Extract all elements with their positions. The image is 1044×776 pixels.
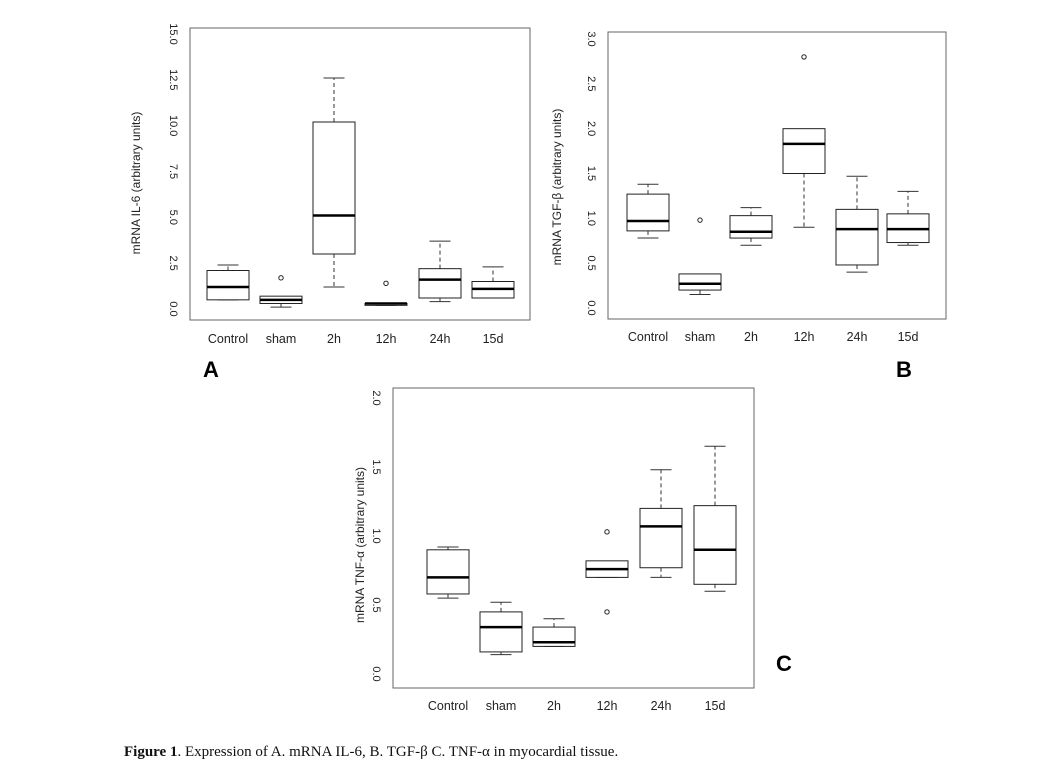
y-tick-label: 2.0 xyxy=(370,390,382,405)
x-tick-label-2h: 2h xyxy=(744,330,758,344)
plot-frame xyxy=(189,27,531,321)
figure-caption: Figure 1. Expression of A. mRNA IL-6, B.… xyxy=(124,744,618,761)
box-sham xyxy=(678,217,722,296)
box-control xyxy=(426,546,470,599)
box-iqr xyxy=(626,193,670,232)
y-tick-label: 2.0 xyxy=(585,121,597,136)
box-control xyxy=(206,264,250,301)
y-tick-label: 0.0 xyxy=(167,301,179,316)
y-axis-label: mRNA TGF-β (arbitrary units) xyxy=(550,109,564,266)
caption-text: . Expression of A. mRNA IL-6, B. TGF-β C… xyxy=(177,744,619,760)
plot-frame xyxy=(607,31,947,320)
y-tick-label: 1.0 xyxy=(370,528,382,543)
y-tick-label: 15.0 xyxy=(167,23,179,44)
box-control xyxy=(626,183,670,239)
box-iqr xyxy=(678,273,722,291)
box-15d xyxy=(693,445,737,592)
x-tick-label-control: Control xyxy=(428,699,468,713)
caption-label: Figure 1 xyxy=(124,744,178,760)
box-12h xyxy=(585,529,629,615)
box-2h xyxy=(312,77,356,288)
y-tick-label: 3.0 xyxy=(585,31,597,46)
y-tick-label: 1.5 xyxy=(370,459,382,474)
box-iqr xyxy=(206,270,250,301)
chart-panel-c: 0.0 0.5 1.0 1.5 2.0 mRNA TNF-α (arbitrary uni… xyxy=(353,387,792,713)
y-tick-label: 2.5 xyxy=(585,76,597,91)
box-iqr xyxy=(729,215,773,239)
x-tick-label-12h: 12h xyxy=(597,699,618,713)
box-iqr xyxy=(479,611,523,653)
outlier-point xyxy=(383,280,389,287)
x-tick-label-24h: 24h xyxy=(430,332,451,346)
box-24h xyxy=(418,240,462,303)
box-24h xyxy=(639,469,683,578)
panel-label: C xyxy=(776,651,792,676)
y-tick-label: 10.0 xyxy=(167,115,179,136)
outlier-point xyxy=(801,54,807,60)
x-tick-label-sham: sham xyxy=(266,332,297,346)
x-tick-label-12h: 12h xyxy=(794,330,815,344)
y-tick-label: 0.0 xyxy=(370,666,382,681)
y-tick-label: 0.5 xyxy=(585,256,597,271)
chart-panel-a: 0.0 2.5 5.0 7.5 10.0 12.5 15.0 mRNA IL-6 (arbit… xyxy=(129,23,531,382)
x-tick-label-sham: sham xyxy=(486,699,517,713)
box-sham xyxy=(259,275,303,308)
plot-frame xyxy=(392,387,755,689)
y-axis-label: mRNA IL-6 (arbitrary units) xyxy=(129,112,143,255)
box-iqr xyxy=(639,507,683,569)
x-tick-label-15d: 15d xyxy=(705,699,726,713)
outlier-point xyxy=(697,217,703,223)
x-tick-label-sham: sham xyxy=(685,330,716,344)
x-tick-label-15d: 15d xyxy=(483,332,504,346)
y-tick-label: 1.5 xyxy=(585,166,597,181)
y-axis-label: mRNA TNF-α (arbitrary units) xyxy=(353,467,367,623)
x-tick-label-15d: 15d xyxy=(898,330,919,344)
panel-label: B xyxy=(896,357,912,382)
box-15d xyxy=(471,266,515,299)
box-24h xyxy=(835,175,879,273)
box-iqr xyxy=(835,208,879,266)
y-tick-label: 7.5 xyxy=(167,164,179,179)
x-tick-label-control: Control xyxy=(208,332,248,346)
box-iqr xyxy=(782,128,826,175)
y-tick-label: 2.5 xyxy=(167,256,179,271)
x-tick-label-24h: 24h xyxy=(847,330,868,344)
box-iqr xyxy=(418,268,462,299)
outlier-point xyxy=(278,275,284,281)
x-tick-label-control: Control xyxy=(628,330,668,344)
box-iqr xyxy=(693,505,737,585)
outlier-point xyxy=(604,529,610,535)
outlier-point xyxy=(604,609,610,615)
x-tick-label-2h: 2h xyxy=(327,332,341,346)
box-2h xyxy=(729,207,773,246)
box-12h xyxy=(364,280,408,306)
box-iqr xyxy=(426,549,470,595)
box-sham xyxy=(479,601,523,656)
chart-panel-b: 0.0 0.5 1.0 1.5 2.0 2.5 3.0 mRNA TGF-β (arbitra… xyxy=(550,31,947,382)
box-2h xyxy=(532,618,576,647)
box-15d xyxy=(886,190,930,246)
y-tick-label: 5.0 xyxy=(167,210,179,225)
y-tick-label: 12.5 xyxy=(167,69,179,90)
box-iqr xyxy=(312,121,356,255)
x-tick-label-24h: 24h xyxy=(651,699,672,713)
x-tick-label-12h: 12h xyxy=(376,332,397,346)
box-12h xyxy=(782,54,826,228)
panel-label: A xyxy=(203,357,219,382)
y-tick-label: 0.5 xyxy=(370,597,382,612)
x-tick-label-2h: 2h xyxy=(547,699,561,713)
y-tick-label: 1.0 xyxy=(585,211,597,226)
y-tick-label: 0.0 xyxy=(585,300,597,315)
